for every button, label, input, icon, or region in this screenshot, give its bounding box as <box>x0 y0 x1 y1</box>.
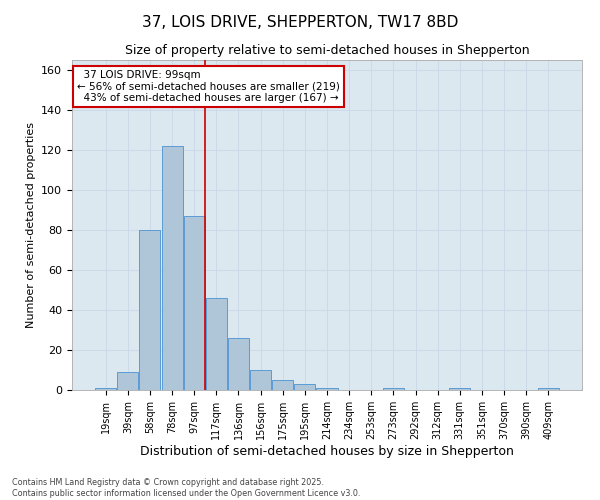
Bar <box>295 384 316 390</box>
Bar <box>161 146 182 390</box>
Bar <box>95 388 116 390</box>
Bar <box>184 216 205 390</box>
Text: Contains HM Land Registry data © Crown copyright and database right 2025.
Contai: Contains HM Land Registry data © Crown c… <box>12 478 361 498</box>
Text: 37, LOIS DRIVE, SHEPPERTON, TW17 8BD: 37, LOIS DRIVE, SHEPPERTON, TW17 8BD <box>142 15 458 30</box>
Title: Size of property relative to semi-detached houses in Shepperton: Size of property relative to semi-detach… <box>125 44 529 58</box>
Bar <box>118 372 139 390</box>
Bar <box>383 388 404 390</box>
Bar <box>449 388 470 390</box>
X-axis label: Distribution of semi-detached houses by size in Shepperton: Distribution of semi-detached houses by … <box>140 444 514 458</box>
Y-axis label: Number of semi-detached properties: Number of semi-detached properties <box>26 122 35 328</box>
Bar <box>139 230 160 390</box>
Bar <box>228 338 249 390</box>
Bar <box>272 380 293 390</box>
Bar <box>250 370 271 390</box>
Text: 37 LOIS DRIVE: 99sqm
← 56% of semi-detached houses are smaller (219)
  43% of se: 37 LOIS DRIVE: 99sqm ← 56% of semi-detac… <box>77 70 340 103</box>
Bar <box>538 388 559 390</box>
Bar <box>316 388 338 390</box>
Bar <box>206 298 227 390</box>
